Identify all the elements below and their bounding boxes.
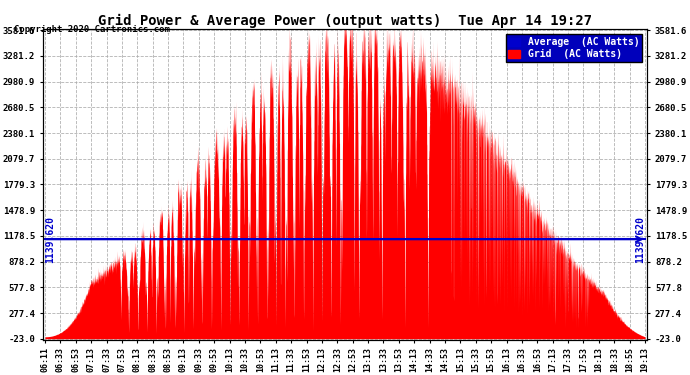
Text: 1139.620: 1139.620 [635, 216, 645, 263]
Title: Grid Power & Average Power (output watts)  Tue Apr 14 19:27: Grid Power & Average Power (output watts… [98, 14, 592, 28]
Text: Copyright 2020 Cartronics.com: Copyright 2020 Cartronics.com [14, 25, 170, 34]
Legend: Average  (AC Watts), Grid  (AC Watts): Average (AC Watts), Grid (AC Watts) [506, 34, 642, 62]
Text: 1139.620: 1139.620 [45, 216, 55, 263]
